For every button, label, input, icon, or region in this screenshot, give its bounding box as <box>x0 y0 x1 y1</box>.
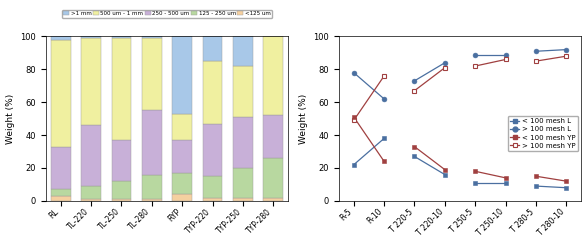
Bar <box>81 125 101 186</box>
Bar <box>51 36 70 40</box>
Y-axis label: Weight (%): Weight (%) <box>299 94 308 144</box>
Bar <box>233 198 253 201</box>
Bar <box>81 36 101 38</box>
Y-axis label: Weight (%): Weight (%) <box>5 94 15 144</box>
Bar <box>51 147 70 189</box>
Bar <box>51 196 70 201</box>
Bar <box>142 38 161 111</box>
Bar <box>203 36 222 61</box>
Legend: < 100 mesh L, > 100 mesh L, < 100 mesh YP, > 100 mesh YP: < 100 mesh L, > 100 mesh L, < 100 mesh Y… <box>508 116 578 151</box>
Bar <box>173 194 192 201</box>
Bar <box>112 36 131 38</box>
Bar <box>264 36 283 115</box>
Bar <box>173 140 192 173</box>
Bar <box>264 158 283 198</box>
Bar <box>203 61 222 124</box>
Bar <box>173 36 192 114</box>
Bar <box>112 199 131 201</box>
Bar <box>142 199 161 201</box>
Bar <box>81 199 101 201</box>
Bar <box>233 117 253 168</box>
Bar <box>173 173 192 194</box>
Bar <box>112 38 131 140</box>
Bar <box>142 111 161 174</box>
Bar <box>112 181 131 199</box>
Bar <box>81 186 101 199</box>
Bar <box>264 198 283 201</box>
Bar <box>51 40 70 147</box>
Bar <box>203 198 222 201</box>
Bar <box>173 114 192 140</box>
Bar <box>203 176 222 198</box>
Bar <box>112 140 131 181</box>
Bar <box>233 66 253 117</box>
Bar <box>81 38 101 125</box>
Bar <box>142 174 161 199</box>
Bar <box>233 168 253 198</box>
Bar <box>264 115 283 158</box>
Bar <box>203 124 222 176</box>
Bar <box>51 189 70 196</box>
Legend: >1 mm, 500 um - 1 mm, 250 - 500 um, 125 - 250 um, <125 um: >1 mm, 500 um - 1 mm, 250 - 500 um, 125 … <box>62 10 272 18</box>
Bar <box>142 36 161 38</box>
Bar <box>233 36 253 66</box>
